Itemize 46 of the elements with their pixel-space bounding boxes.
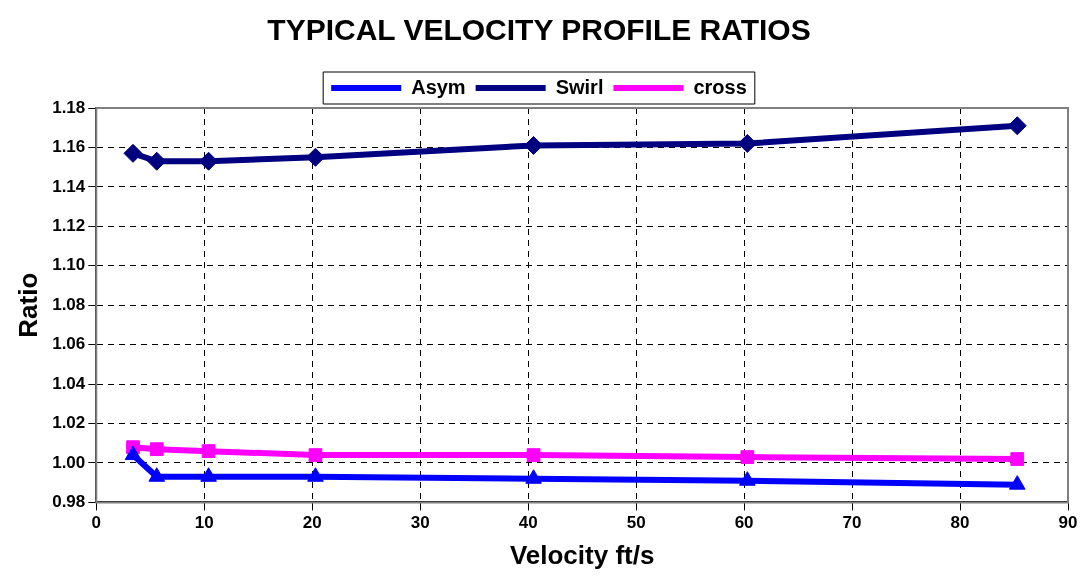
y-tick-label: 1.02 bbox=[52, 413, 86, 433]
x-tick-label: 60 bbox=[734, 513, 754, 533]
y-tick-label: 1.12 bbox=[52, 216, 86, 236]
x-axis-title: Velocity ft/s bbox=[509, 539, 655, 570]
y-tick-label: 1.06 bbox=[52, 334, 86, 354]
y-tick-label: 1.18 bbox=[52, 97, 86, 117]
legend-label: Swirl bbox=[555, 75, 604, 98]
chart-title: TYPICAL VELOCITY PROFILE RATIOS bbox=[267, 13, 811, 47]
point bbox=[737, 134, 757, 153]
point bbox=[525, 469, 542, 484]
y-tick-label: 0.98 bbox=[52, 492, 86, 512]
y-tick-label: 1.08 bbox=[52, 294, 86, 314]
x-tick-label: 30 bbox=[410, 513, 430, 533]
y-tick-label: 1.10 bbox=[52, 255, 86, 275]
point bbox=[124, 445, 142, 461]
x-tick-label: 10 bbox=[194, 513, 214, 533]
x-tick-label: 90 bbox=[1058, 513, 1078, 533]
y-axis-title: Ratio bbox=[12, 272, 43, 338]
x-tick-label: 20 bbox=[302, 513, 322, 533]
point bbox=[307, 467, 324, 482]
x-tick-label: 80 bbox=[950, 513, 970, 533]
x-tick-label: 70 bbox=[842, 513, 862, 533]
legend-label: Asym bbox=[411, 75, 466, 98]
point bbox=[739, 471, 756, 486]
point bbox=[149, 442, 164, 457]
legend-label: cross bbox=[693, 75, 747, 98]
x-tick-label: 50 bbox=[626, 513, 646, 533]
y-tick-label: 1.00 bbox=[52, 452, 86, 472]
point bbox=[1008, 475, 1026, 490]
point bbox=[200, 467, 217, 482]
point bbox=[201, 444, 216, 458]
point bbox=[524, 135, 544, 155]
point bbox=[305, 147, 325, 167]
point bbox=[308, 448, 323, 462]
point bbox=[1007, 116, 1027, 136]
point bbox=[526, 448, 541, 462]
y-tick-label: 1.16 bbox=[52, 137, 86, 157]
y-tick-label: 1.04 bbox=[52, 373, 86, 393]
point bbox=[123, 143, 143, 163]
x-tick-label: 0 bbox=[91, 513, 102, 533]
point bbox=[147, 151, 167, 171]
x-tick-label: 40 bbox=[518, 513, 538, 533]
y-tick-label: 1.14 bbox=[52, 176, 86, 196]
point bbox=[740, 450, 755, 464]
point bbox=[148, 467, 166, 482]
point bbox=[1010, 452, 1025, 466]
